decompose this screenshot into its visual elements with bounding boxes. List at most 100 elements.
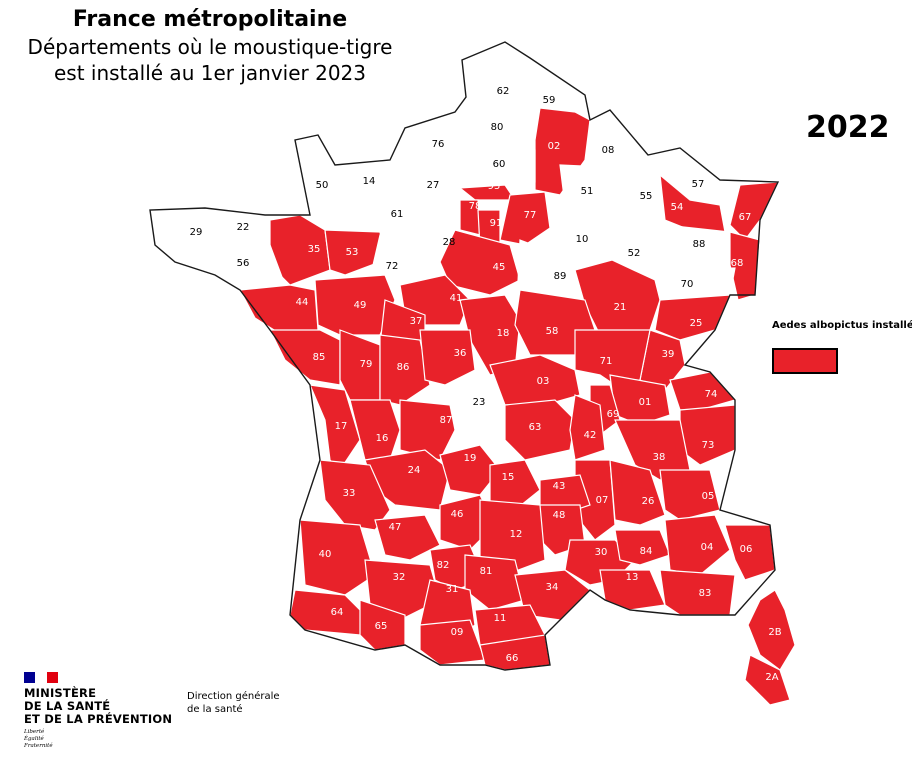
- department-label-71: 71: [600, 356, 613, 367]
- department-label-52: 52: [628, 248, 641, 259]
- department-label-2B: 2B: [768, 627, 781, 638]
- department-label-28: 28: [443, 237, 456, 248]
- department-label-78: 78: [469, 201, 482, 212]
- department-label-36: 36: [454, 348, 467, 359]
- department-15: [489, 459, 541, 511]
- department-label-23: 23: [473, 397, 486, 408]
- department-label-73: 73: [702, 440, 715, 451]
- department-06: [724, 524, 776, 581]
- department-12: [479, 499, 546, 576]
- department-label-16: 16: [376, 433, 389, 444]
- department-label-14: 14: [363, 176, 376, 187]
- department-03: [489, 354, 581, 406]
- department-label-04: 04: [701, 542, 714, 553]
- department-45: [439, 229, 521, 296]
- department-84: [614, 529, 671, 566]
- department-59: [528, 56, 586, 113]
- department-51: [559, 164, 636, 216]
- department-label-61: 61: [391, 209, 404, 220]
- map-subtitle-line-2: est installé au 1er janvier 2023: [53, 61, 366, 85]
- department-label-84: 84: [640, 546, 653, 557]
- department-label-59: 59: [543, 95, 556, 106]
- department-40: [299, 519, 376, 596]
- map-title: France métropolitaine: [72, 7, 348, 32]
- legend-label: Aedes albopictus installé: [772, 320, 912, 331]
- department-label-12: 12: [510, 529, 523, 540]
- department-label-15: 15: [502, 472, 515, 483]
- department-label-45: 45: [493, 262, 506, 273]
- department-label-77: 77: [524, 210, 537, 221]
- department-87: [399, 399, 456, 461]
- department-label-38: 38: [653, 452, 666, 463]
- motto-fraternite: Fraternité: [24, 743, 53, 749]
- department-label-22: 22: [237, 222, 250, 233]
- department-label-32: 32: [393, 572, 406, 583]
- department-26: [609, 459, 666, 526]
- department-label-42: 42: [584, 430, 597, 441]
- department-label-06: 06: [740, 544, 753, 555]
- department-label-87: 87: [440, 415, 453, 426]
- department-63: [504, 399, 576, 461]
- department-label-43: 43: [553, 481, 566, 492]
- department-label-40: 40: [319, 549, 332, 560]
- department-68: [729, 231, 761, 301]
- department-label-85: 85: [313, 352, 326, 363]
- department-label-47: 47: [389, 522, 402, 533]
- french-flag-icon: [24, 672, 58, 683]
- department-label-09: 09: [451, 627, 464, 638]
- department-label-57: 57: [692, 179, 705, 190]
- department-label-31: 31: [446, 584, 459, 595]
- department-25: [654, 294, 731, 341]
- department-label-48: 48: [553, 510, 566, 521]
- department-label-2A: 2A: [765, 672, 778, 683]
- department-label-33: 33: [343, 488, 356, 499]
- department-label-46: 46: [451, 509, 464, 520]
- department-label-49: 49: [354, 300, 367, 311]
- department-29: [149, 207, 216, 263]
- legend-swatch-installed: [772, 348, 838, 374]
- flag-red-band: [46, 672, 58, 683]
- department-label-51: 51: [581, 186, 594, 197]
- department-label-50: 50: [316, 180, 329, 191]
- department-label-35: 35: [308, 244, 321, 255]
- department-label-26: 26: [642, 496, 655, 507]
- department-label-68: 68: [731, 258, 744, 269]
- department-label-18: 18: [497, 328, 510, 339]
- ministry-line-1: MINISTÈRE: [24, 686, 97, 700]
- department-label-07: 07: [596, 495, 609, 506]
- department-label-39: 39: [662, 349, 675, 360]
- department-label-29: 29: [190, 227, 203, 238]
- department-16: [349, 399, 401, 461]
- department-label-95: 95: [488, 181, 501, 192]
- department-label-34: 34: [546, 582, 559, 593]
- ministry-line-2: DE LA SANTÉ: [24, 699, 111, 713]
- direction-generale-sante: Direction générale de la santé: [187, 690, 280, 716]
- department-36: [419, 329, 476, 386]
- department-08: [589, 109, 649, 169]
- department-81: [464, 554, 526, 611]
- department-label-41: 41: [450, 293, 463, 304]
- department-55: [624, 167, 666, 231]
- department-label-19: 19: [464, 453, 477, 464]
- department-09: [419, 619, 486, 666]
- department-labels-layer: 62 59 80 02 60 76 08 57 50 14 27 95 51 55 67 78 77 54 61 91…: [190, 86, 782, 683]
- department-label-44: 44: [296, 297, 309, 308]
- department-label-69: 69: [607, 409, 620, 420]
- department-label-66: 66: [506, 653, 519, 664]
- department-label-21: 21: [614, 302, 627, 313]
- department-label-70: 70: [681, 279, 694, 290]
- department-47: [374, 514, 441, 561]
- year-label: 2022: [806, 110, 890, 145]
- department-label-72: 72: [386, 261, 399, 272]
- motto-liberte: Liberté: [24, 729, 45, 735]
- department-label-80: 80: [491, 122, 504, 133]
- department-label-55: 55: [640, 191, 653, 202]
- flag-blue-band: [24, 672, 36, 683]
- department-label-86: 86: [397, 362, 410, 373]
- department-05: [659, 469, 721, 521]
- ministry-line-3: ET DE LA PRÉVENTION: [24, 712, 173, 726]
- department-label-17: 17: [335, 421, 348, 432]
- department-74: [669, 371, 737, 411]
- department-label-05: 05: [702, 491, 715, 502]
- department-label-76: 76: [432, 139, 445, 150]
